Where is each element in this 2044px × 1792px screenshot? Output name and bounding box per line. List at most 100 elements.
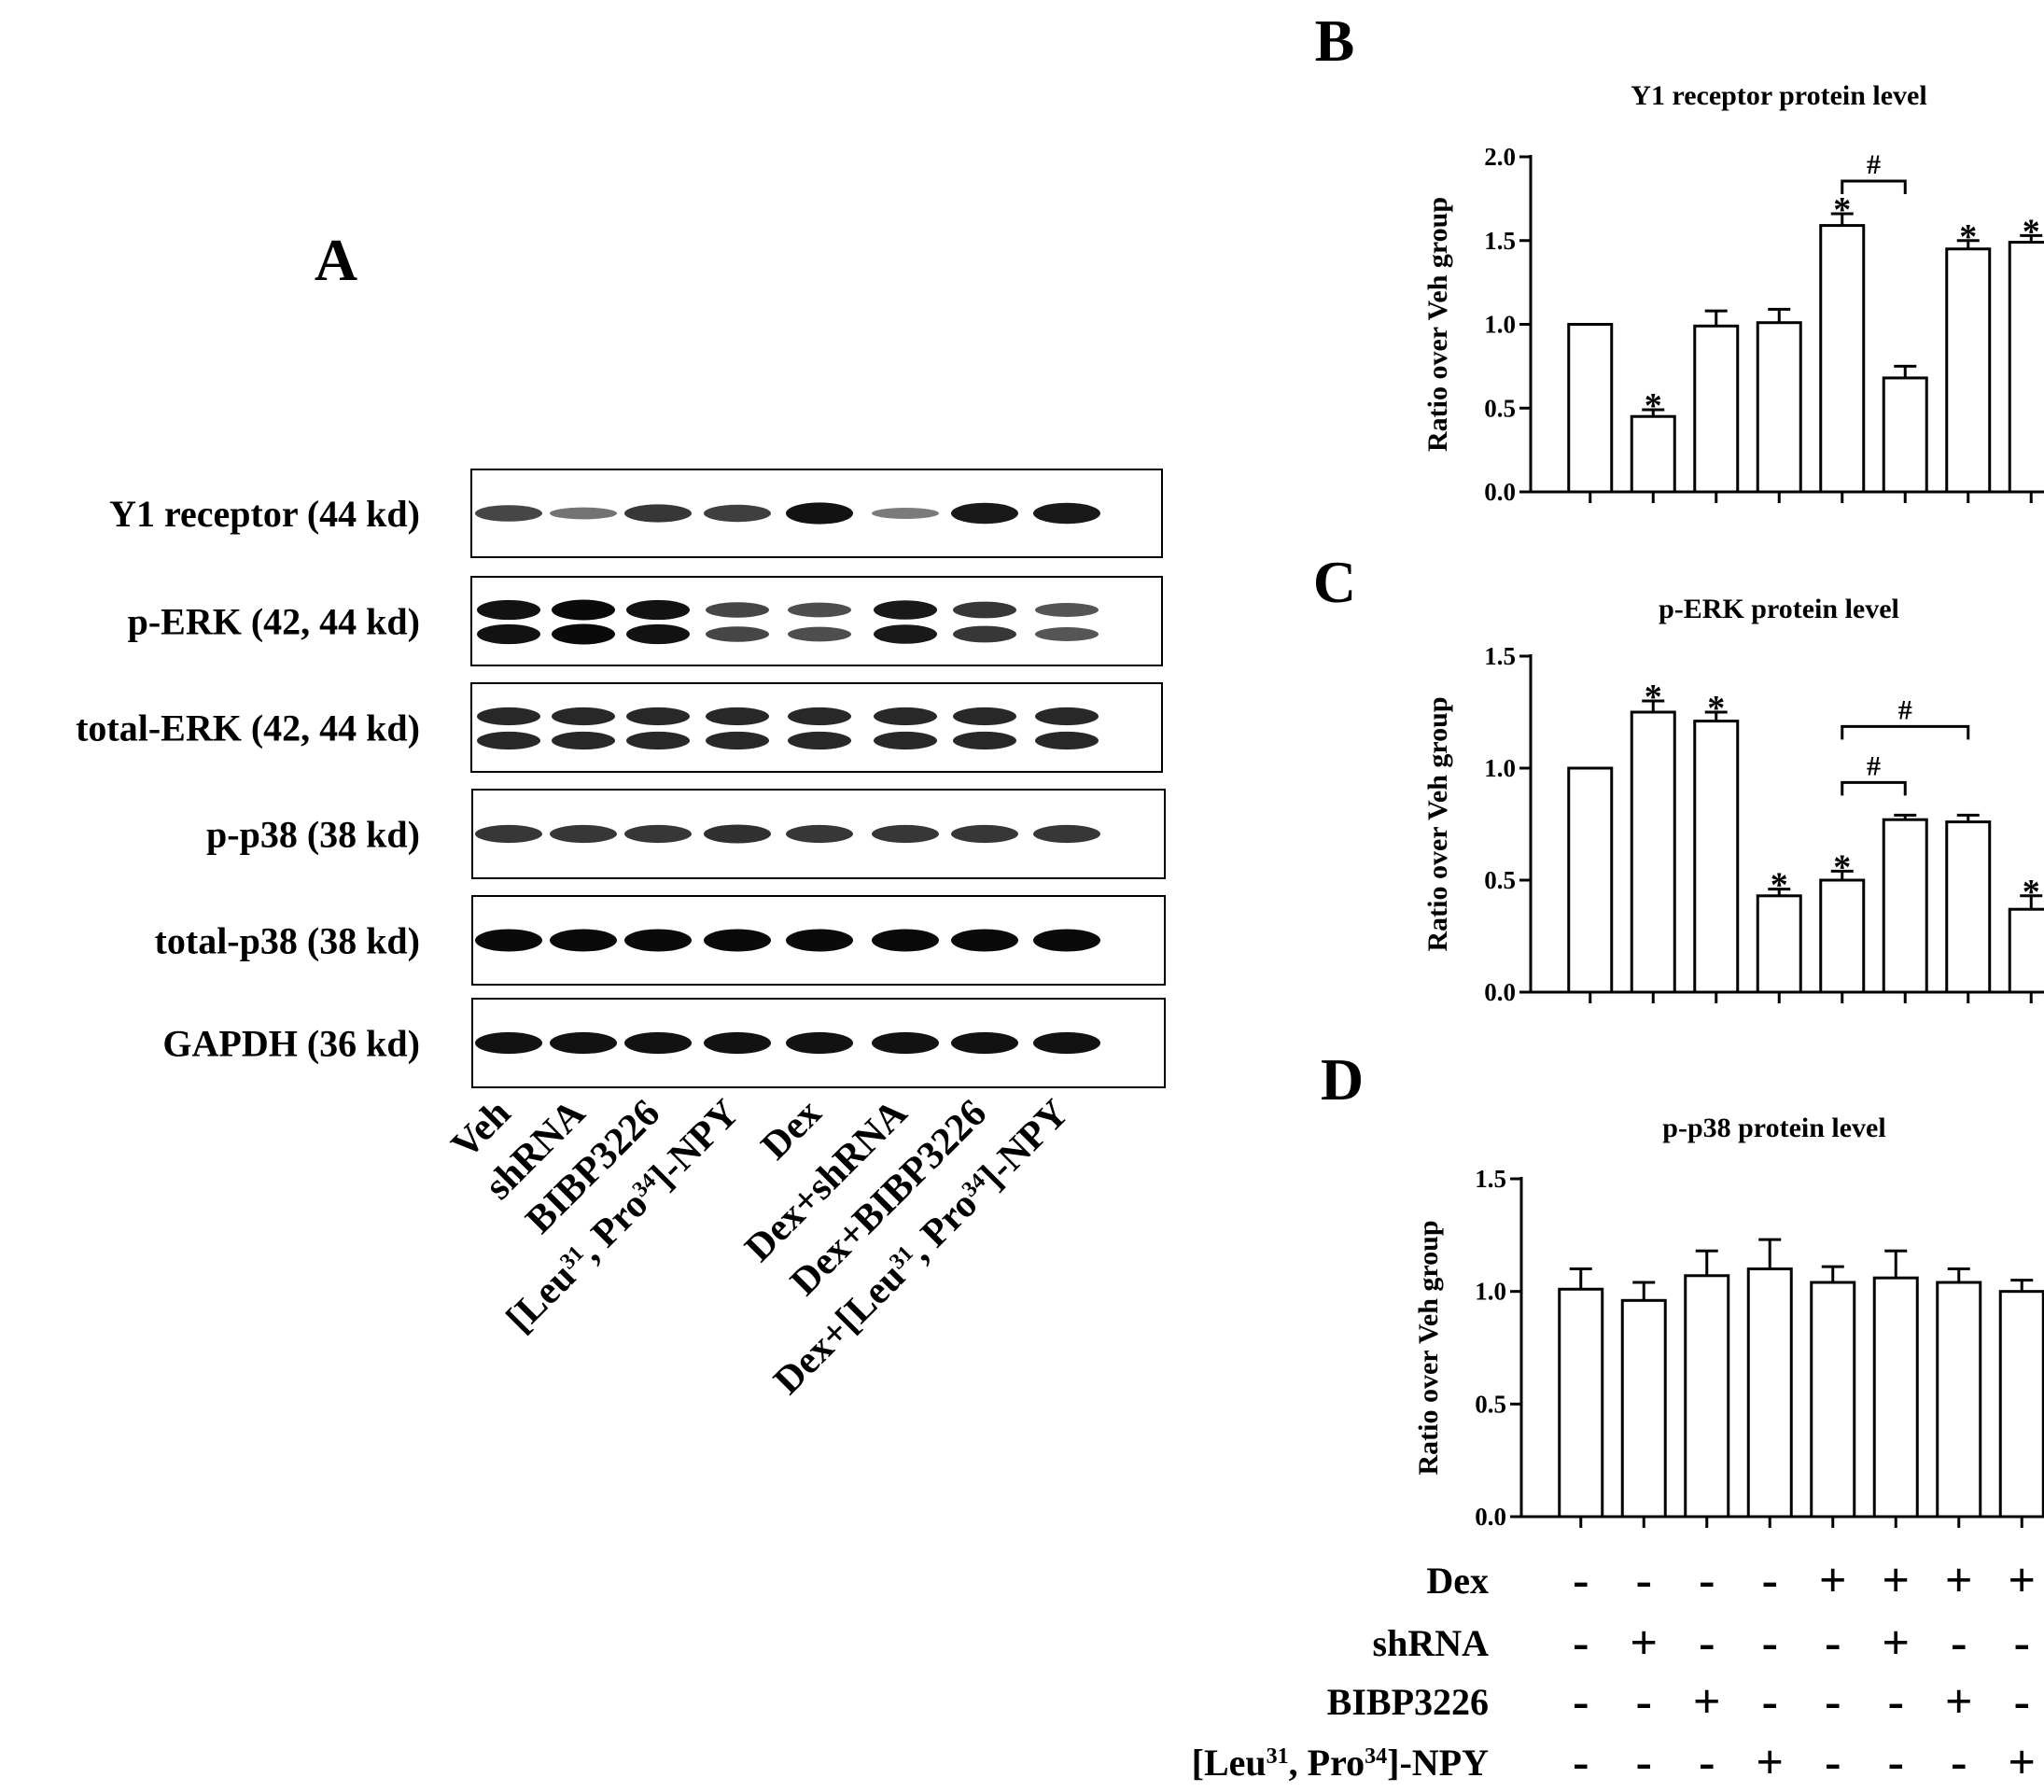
blot-row-label: GAPDH (36 kd) (162, 1023, 420, 1065)
significance-star: * (1771, 866, 1788, 905)
minus-mark: - (1636, 1736, 1652, 1789)
minus-mark: - (1573, 1675, 1589, 1729)
blot-band (953, 731, 1016, 750)
y-tick-label: 0.5 (1484, 866, 1516, 894)
minus-mark: - (1762, 1554, 1778, 1607)
label-part: Dex (753, 1092, 830, 1169)
lane-label: Dex (753, 1092, 830, 1169)
label-part: ]-NPY (1387, 1742, 1489, 1784)
bar (1819, 878, 1866, 994)
blot-band (552, 599, 615, 621)
blot-band (953, 707, 1016, 726)
blot-band (951, 1031, 1018, 1055)
blot-band (550, 824, 617, 844)
minus-mark: - (1825, 1736, 1841, 1789)
bar (1693, 324, 1740, 494)
bar (1693, 720, 1740, 994)
chart-title: Y1 receptor protein level (1631, 80, 1926, 111)
y-tick-label: 1.5 (1475, 1165, 1506, 1193)
blot-band (788, 707, 851, 726)
bar (1567, 323, 1614, 494)
plus-mark: + (2008, 1554, 2036, 1607)
blot-band (788, 626, 851, 642)
y-tick-label: 2.0 (1484, 143, 1516, 171)
blot-band (706, 707, 769, 726)
blot-band (475, 1031, 542, 1055)
blot-band (951, 929, 1018, 952)
blot-band (953, 601, 1016, 619)
blot-band (872, 508, 939, 519)
blot-band (951, 824, 1018, 844)
minus-mark: - (1888, 1736, 1904, 1789)
panel-label-c: C (1313, 549, 1356, 615)
plus-mark: + (1630, 1617, 1658, 1670)
significance-star: * (1833, 847, 1851, 887)
panel-label-d: D (1321, 1046, 1364, 1113)
minus-mark: - (1699, 1554, 1715, 1607)
blot-row-label: Y1 receptor (44 kd) (109, 493, 420, 535)
minus-mark: - (1636, 1675, 1652, 1729)
blot-band (475, 929, 542, 952)
blot-band (624, 929, 692, 952)
label-part: shRNA (1373, 1622, 1490, 1664)
minus-mark: - (1573, 1617, 1589, 1670)
blot-band (786, 929, 853, 952)
bar-chart: p-ERK protein level Ratio over Veh group 0… (1422, 594, 2044, 1006)
minus-mark: - (1573, 1736, 1589, 1789)
y-axis-label: Ratio over Veh group (1422, 197, 1453, 452)
blot-band (874, 731, 937, 750)
y-tick-label: 1.0 (1475, 1278, 1506, 1306)
blot-band (704, 504, 771, 523)
bar (1684, 1274, 1730, 1519)
blot-band (1033, 929, 1100, 952)
bar (2008, 241, 2044, 494)
blot-row-label: total-ERK (42, 44 kd) (76, 707, 420, 749)
blot-band (706, 602, 769, 618)
blot-band (1033, 824, 1100, 844)
minus-mark: - (1951, 1736, 1967, 1789)
superscript: 34 (1365, 1744, 1387, 1769)
plus-mark: + (1882, 1554, 1910, 1607)
blot-band (550, 929, 617, 952)
blot-band (550, 1031, 617, 1055)
blot-band (1035, 707, 1099, 726)
minus-mark: - (1699, 1736, 1715, 1789)
bar (1819, 224, 1866, 494)
blot-band (552, 707, 615, 726)
plus-mark: + (1819, 1554, 1847, 1607)
blot-band (706, 731, 769, 750)
minus-mark: - (1951, 1617, 1967, 1670)
chart-title: p-p38 protein level (1662, 1113, 1885, 1143)
blot-band (626, 731, 690, 750)
y-tick-label: 0.5 (1475, 1390, 1506, 1418)
blot-band (1033, 502, 1100, 525)
treatment-label: BIBP3226 (1327, 1681, 1489, 1723)
significance-star: * (1707, 689, 1725, 728)
blot-row-label: p-ERK (42, 44 kd) (128, 601, 420, 643)
bar (1945, 820, 1992, 994)
blot-band (872, 929, 939, 952)
blot-band (1035, 731, 1099, 750)
minus-mark: - (1888, 1675, 1904, 1729)
blot-band (951, 502, 1018, 525)
significance-hash: # (1867, 149, 1881, 180)
significance-star: * (1645, 386, 1662, 426)
y-tick-label: 0.0 (1475, 1503, 1506, 1531)
blot-band (552, 623, 615, 645)
blot-band (626, 623, 690, 645)
bar (1936, 1281, 1982, 1519)
bar (1872, 1276, 1919, 1519)
significance-bracket (1841, 780, 1907, 796)
significance-star: * (2023, 873, 2040, 912)
significance-star: * (2023, 212, 2040, 251)
panel-label-b: B (1315, 7, 1355, 74)
treatment-label: shRNA (1373, 1622, 1490, 1664)
y-tick-label: 0.0 (1484, 978, 1516, 1006)
y-tick-label: 1.5 (1484, 642, 1516, 670)
significance-star: * (1959, 217, 1977, 257)
blot-band (552, 731, 615, 750)
blot-band (704, 824, 771, 844)
bar (1746, 1267, 1793, 1519)
blot-band (786, 1031, 853, 1055)
